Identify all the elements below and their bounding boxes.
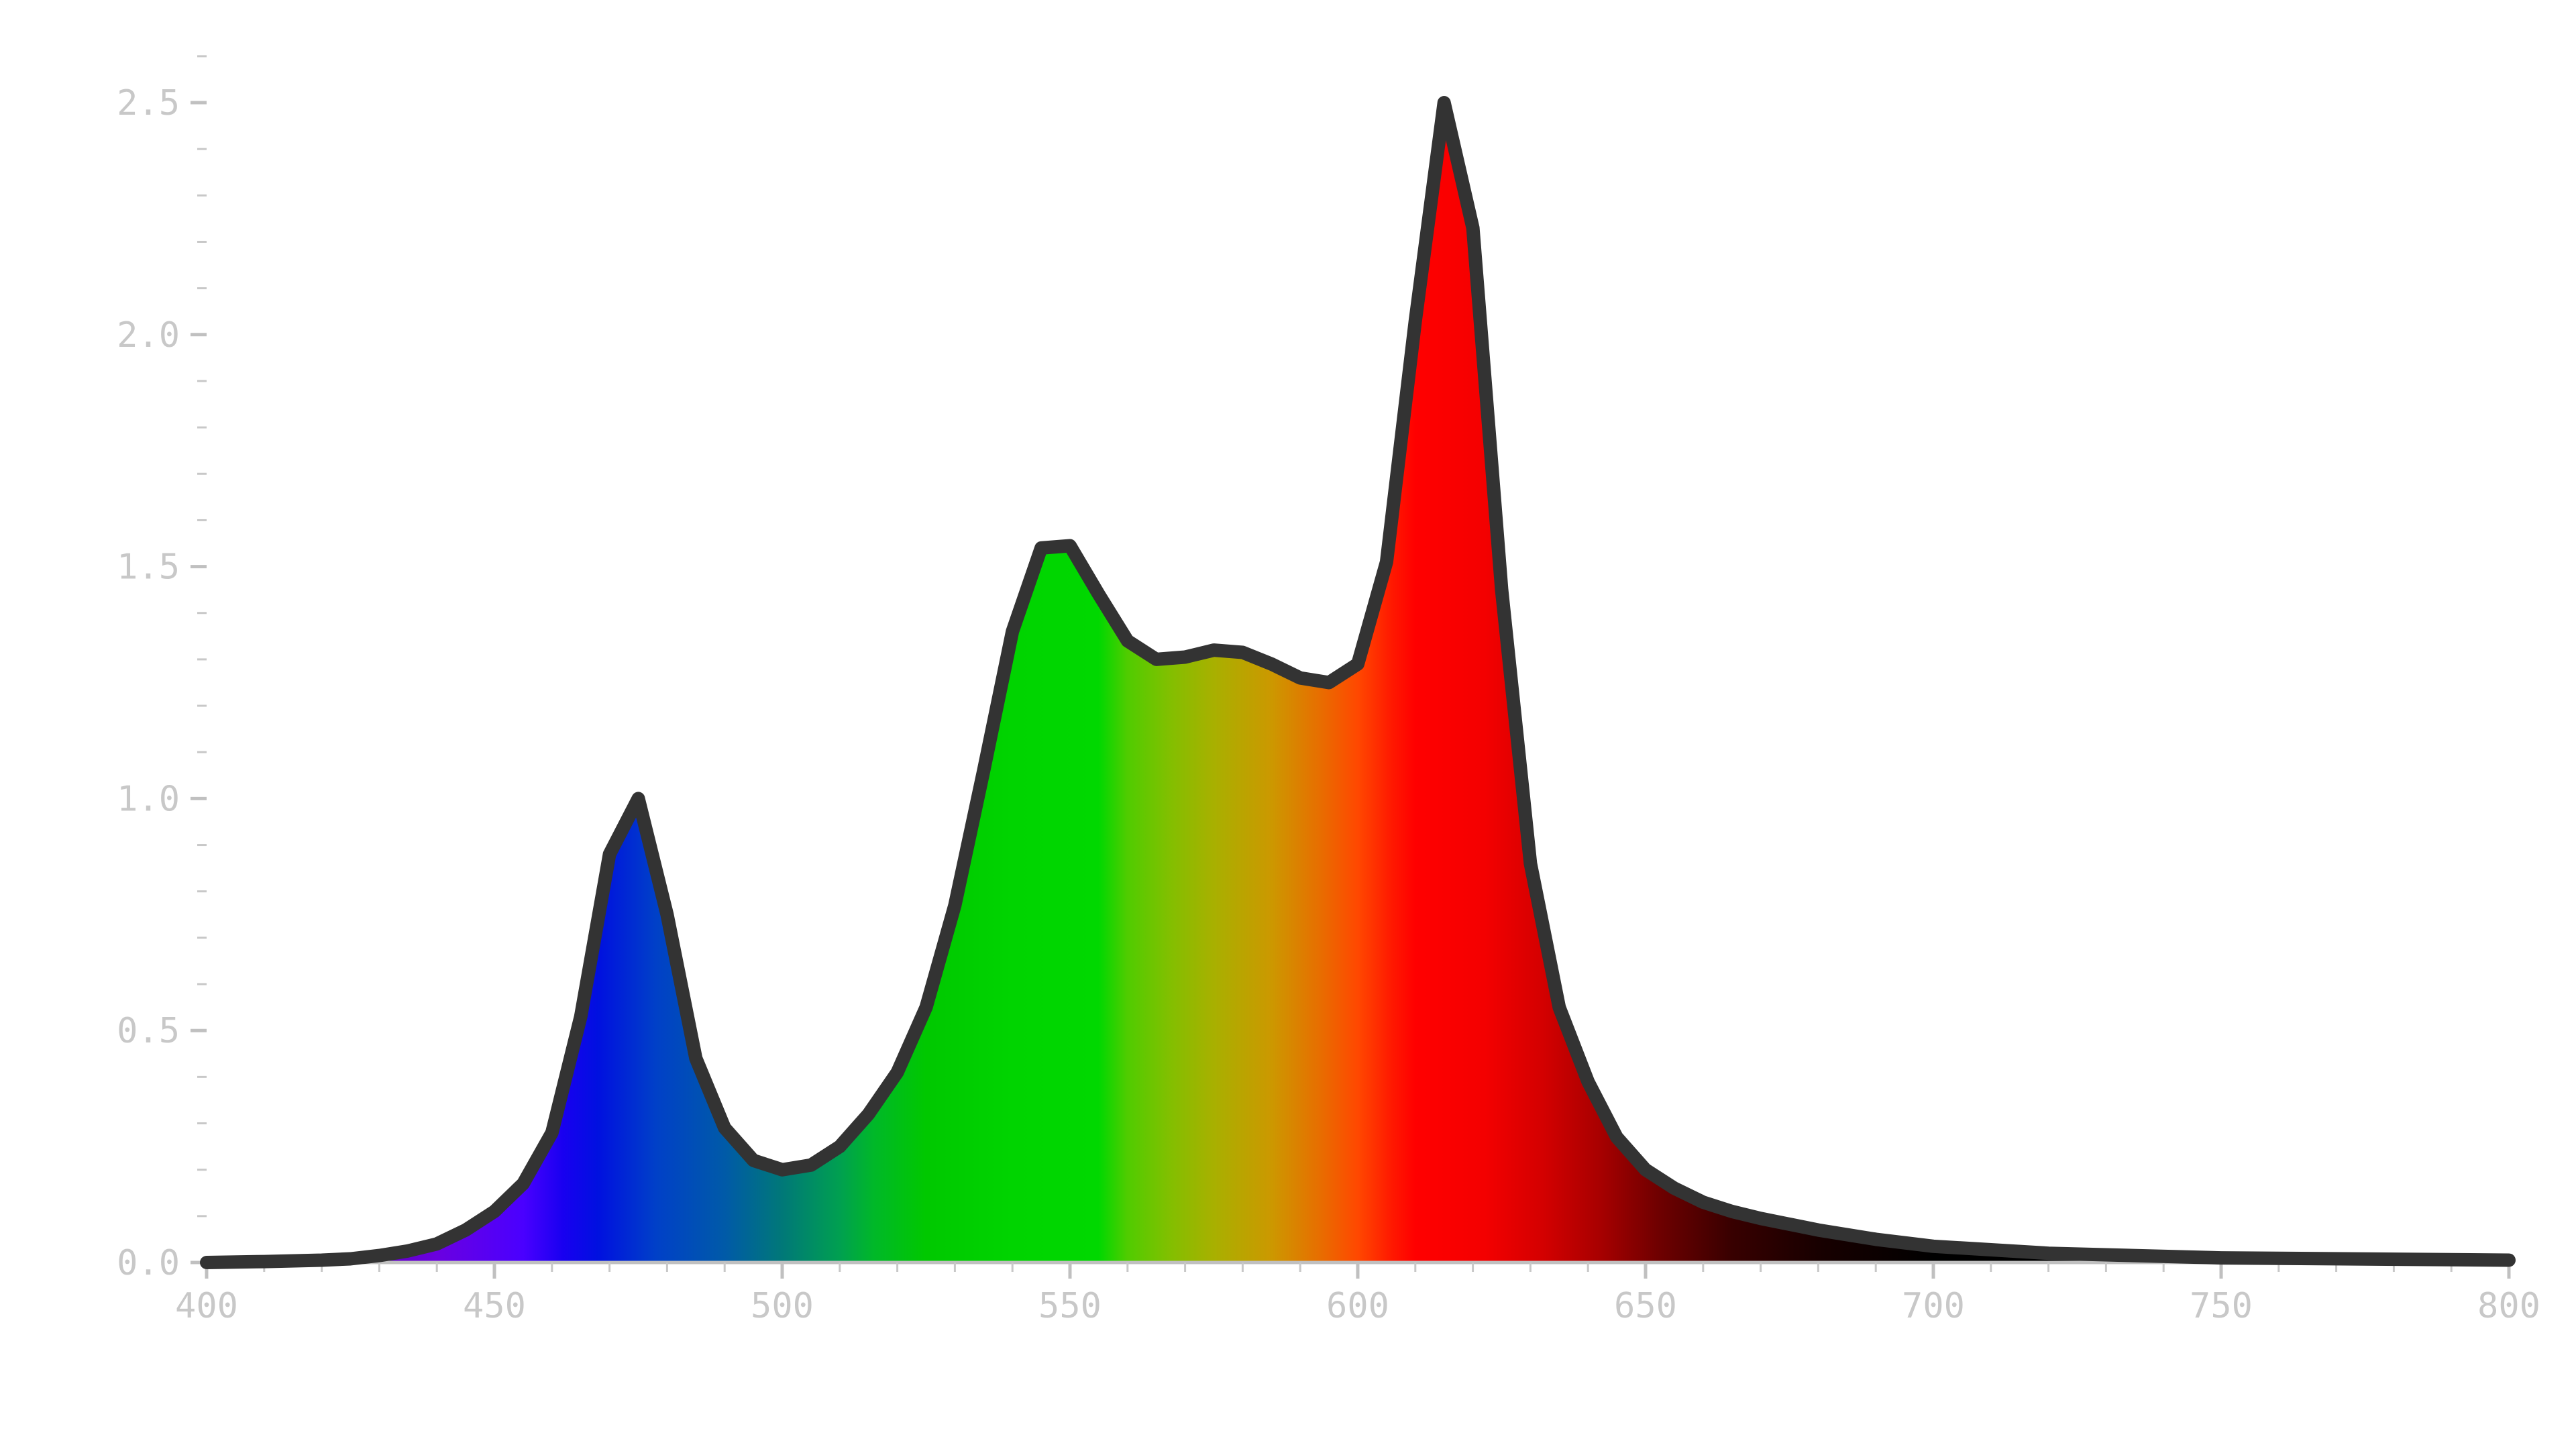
spectrum-line bbox=[200, 96, 2516, 1269]
x-tick-label: 650 bbox=[1614, 1286, 1677, 1326]
y-tick-label: 0.5 bbox=[117, 1011, 180, 1051]
y-tick-label: 2.0 bbox=[117, 315, 180, 356]
y-tick-label: 1.5 bbox=[117, 547, 180, 588]
x-tick-label: 450 bbox=[463, 1286, 526, 1326]
y-tick-label: 1.0 bbox=[117, 779, 180, 819]
spectrum-outline bbox=[200, 96, 2516, 1269]
y-tick-label: 2.5 bbox=[117, 83, 180, 123]
axes: 400 450 500 550 600 650 700 750 800 0.0 0.5 1.0 1.5 2… bbox=[117, 55, 2540, 1326]
x-tick-label: 550 bbox=[1038, 1286, 1102, 1326]
x-tick-label: 400 bbox=[175, 1286, 238, 1326]
y-tick-label: 0.0 bbox=[117, 1243, 180, 1283]
x-tick-label: 800 bbox=[2477, 1286, 2540, 1326]
x-tick-label: 500 bbox=[751, 1286, 814, 1326]
x-tick-label: 600 bbox=[1326, 1286, 1389, 1326]
spectrum-area bbox=[207, 103, 2509, 1263]
spectrum-fill bbox=[207, 103, 2509, 1263]
x-tick-label: 700 bbox=[1902, 1286, 1965, 1326]
x-tick-label: 750 bbox=[2190, 1286, 2253, 1326]
